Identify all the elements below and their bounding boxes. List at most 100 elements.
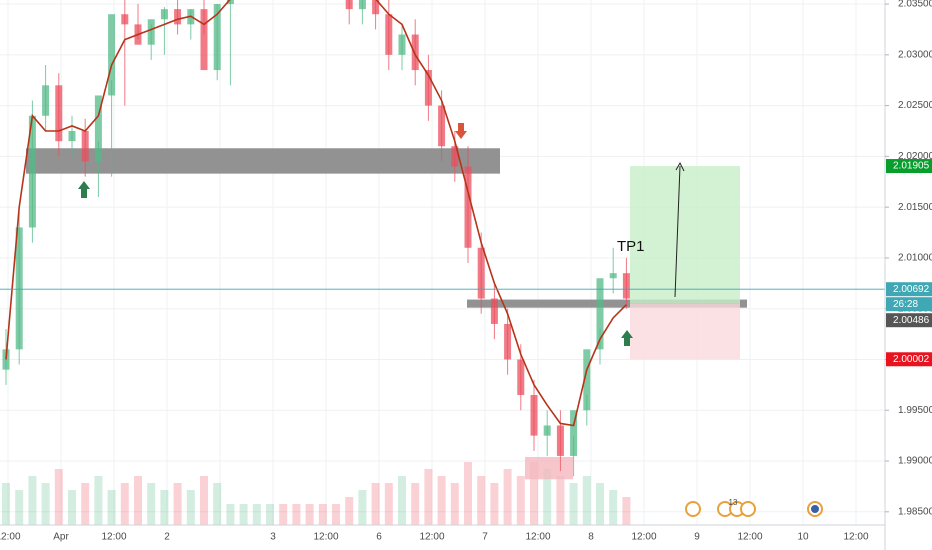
volume-bar bbox=[266, 504, 274, 525]
candle-body bbox=[108, 14, 116, 96]
volume-bar bbox=[622, 497, 631, 525]
candle-body bbox=[94, 95, 102, 162]
volume-bar bbox=[54, 469, 63, 525]
candle-body bbox=[372, 0, 380, 15]
candle-body bbox=[174, 9, 182, 25]
candle-body bbox=[464, 166, 472, 248]
candle-body bbox=[200, 9, 208, 71]
x-tick-label: 8 bbox=[588, 532, 594, 543]
price-tag-label: 2.00002 bbox=[893, 354, 930, 365]
x-tick-label: 7 bbox=[482, 532, 488, 543]
volume-bar bbox=[477, 476, 486, 525]
x-tick-label: 12:00 bbox=[843, 532, 868, 543]
zone bbox=[26, 148, 500, 174]
candle-body bbox=[213, 4, 221, 71]
x-tick-label: 6 bbox=[376, 532, 382, 543]
candle-body bbox=[490, 298, 498, 324]
candle-body bbox=[42, 85, 50, 116]
price-tag bbox=[886, 282, 932, 297]
candle-body bbox=[226, 0, 234, 5]
volume-bar bbox=[384, 483, 393, 525]
drawings bbox=[26, 148, 747, 480]
candle-body bbox=[451, 146, 459, 167]
y-tick-label: 2.02000 bbox=[898, 151, 932, 162]
candle-body bbox=[622, 273, 630, 299]
volume-bar bbox=[543, 469, 552, 525]
candle-body bbox=[160, 9, 168, 20]
candle-body bbox=[504, 323, 512, 360]
volume-bar bbox=[107, 490, 116, 525]
x-tick-label: 12:00 bbox=[631, 532, 656, 543]
volume-bar bbox=[332, 504, 340, 525]
up-arrow bbox=[621, 330, 633, 346]
y-tick-label: 1.98500 bbox=[898, 506, 932, 517]
candle-body bbox=[609, 273, 617, 279]
volume-bar bbox=[200, 476, 208, 525]
candle-body bbox=[2, 349, 10, 370]
price-tag-label: 2.00486 bbox=[893, 315, 930, 326]
y-tick-label: 1.99500 bbox=[898, 405, 932, 416]
candle-body bbox=[583, 349, 591, 411]
events: 13 bbox=[685, 498, 823, 517]
x-tick-label: 12:00 bbox=[0, 532, 21, 543]
moving-average bbox=[5, 0, 627, 427]
volume-bar bbox=[609, 490, 618, 525]
x-tick-label: 9 bbox=[694, 532, 700, 543]
candle-body bbox=[55, 85, 63, 142]
volume-bar bbox=[490, 483, 499, 525]
candles bbox=[2, 0, 630, 477]
x-tick-label: 12:00 bbox=[525, 532, 550, 543]
event-count: 13 bbox=[729, 498, 738, 507]
volume-bar bbox=[464, 462, 472, 525]
price-tag bbox=[886, 313, 932, 328]
volume-bar bbox=[147, 483, 156, 525]
y-tick-label: 2.03000 bbox=[898, 49, 932, 60]
candle-body bbox=[345, 0, 353, 10]
x-tick-label: 3 bbox=[270, 532, 276, 543]
volume-bar bbox=[41, 483, 50, 525]
countdown-label: 26:28 bbox=[893, 299, 918, 310]
volume-bar bbox=[516, 476, 525, 525]
x-tick-label: Apr bbox=[53, 532, 69, 543]
volume-bar bbox=[437, 476, 446, 525]
price-tag bbox=[886, 352, 932, 367]
volume-bar bbox=[186, 490, 195, 525]
candle-body bbox=[477, 247, 485, 299]
volume-bar bbox=[503, 469, 512, 525]
overlay bbox=[0, 0, 885, 427]
candle-body bbox=[556, 425, 564, 456]
volume-bar bbox=[279, 504, 288, 525]
x-tick-label: 12:00 bbox=[419, 532, 444, 543]
volume-bar bbox=[173, 483, 182, 525]
countdown-tag bbox=[886, 297, 932, 312]
volume-bar bbox=[424, 469, 433, 525]
candle-body bbox=[596, 278, 604, 350]
volume-bar bbox=[596, 483, 604, 525]
candle-body bbox=[411, 34, 419, 71]
annotation: TP1 bbox=[617, 238, 645, 255]
y-tick-label: 2.01000 bbox=[898, 253, 932, 264]
volume-bar bbox=[2, 483, 10, 525]
volume-bar bbox=[134, 476, 142, 525]
candle-body bbox=[121, 14, 129, 25]
volume-bar bbox=[450, 483, 459, 525]
volume-bar bbox=[358, 490, 367, 525]
candle-body bbox=[424, 70, 432, 106]
volume-bar bbox=[411, 483, 420, 525]
candle-body bbox=[147, 19, 155, 45]
y-tick-label: 2.01500 bbox=[898, 202, 932, 213]
candle-body bbox=[385, 14, 393, 55]
x-tick-label: 12:00 bbox=[737, 532, 762, 543]
x-tick-label: 10 bbox=[797, 532, 809, 543]
volume-bar bbox=[28, 476, 37, 525]
volume-bar bbox=[120, 483, 129, 525]
target-arrow bbox=[674, 165, 681, 298]
volume-bar bbox=[556, 476, 565, 525]
candle-body bbox=[438, 105, 446, 147]
volume bbox=[2, 462, 631, 525]
volume-bar bbox=[318, 504, 327, 525]
candle-body bbox=[543, 425, 551, 436]
y-tick-label: 1.99000 bbox=[898, 456, 932, 467]
target-arrow-head bbox=[675, 161, 685, 172]
